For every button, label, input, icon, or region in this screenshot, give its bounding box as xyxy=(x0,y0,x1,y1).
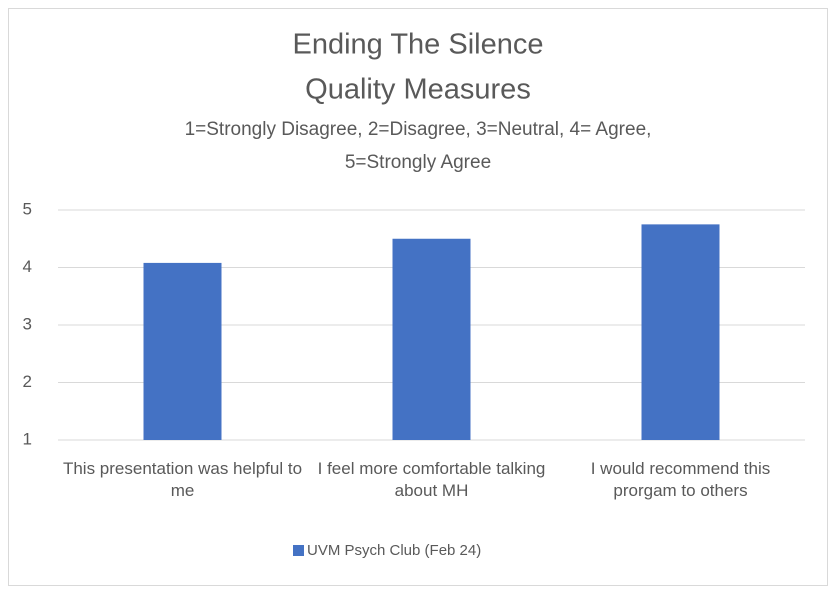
y-tick-label: 2 xyxy=(23,372,32,391)
y-tick-label: 5 xyxy=(23,199,32,218)
x-tick-label: I would recommend this prorgam to others xyxy=(590,459,771,500)
y-tick-label: 4 xyxy=(23,257,32,276)
y-tick-label: 1 xyxy=(23,429,32,448)
chart-title: Ending The Silence xyxy=(293,29,544,61)
chart-subtitle: 1=Strongly Disagree, 2=Disagree, 3=Neutr… xyxy=(185,119,652,140)
bar xyxy=(392,238,471,440)
bar xyxy=(143,262,222,440)
x-tick-label: This presentation was helpful to me xyxy=(62,459,303,500)
x-tick-label: I feel more comfortable talking about MH xyxy=(317,459,546,500)
y-tick-label: 3 xyxy=(23,314,32,333)
chart-subtitle: 5=Strongly Agree xyxy=(345,152,491,173)
chart-title: Quality Measures xyxy=(305,74,531,106)
bar xyxy=(641,224,720,440)
legend-label: UVM Psych Club (Feb 24) xyxy=(307,542,481,559)
legend-swatch xyxy=(293,545,304,556)
